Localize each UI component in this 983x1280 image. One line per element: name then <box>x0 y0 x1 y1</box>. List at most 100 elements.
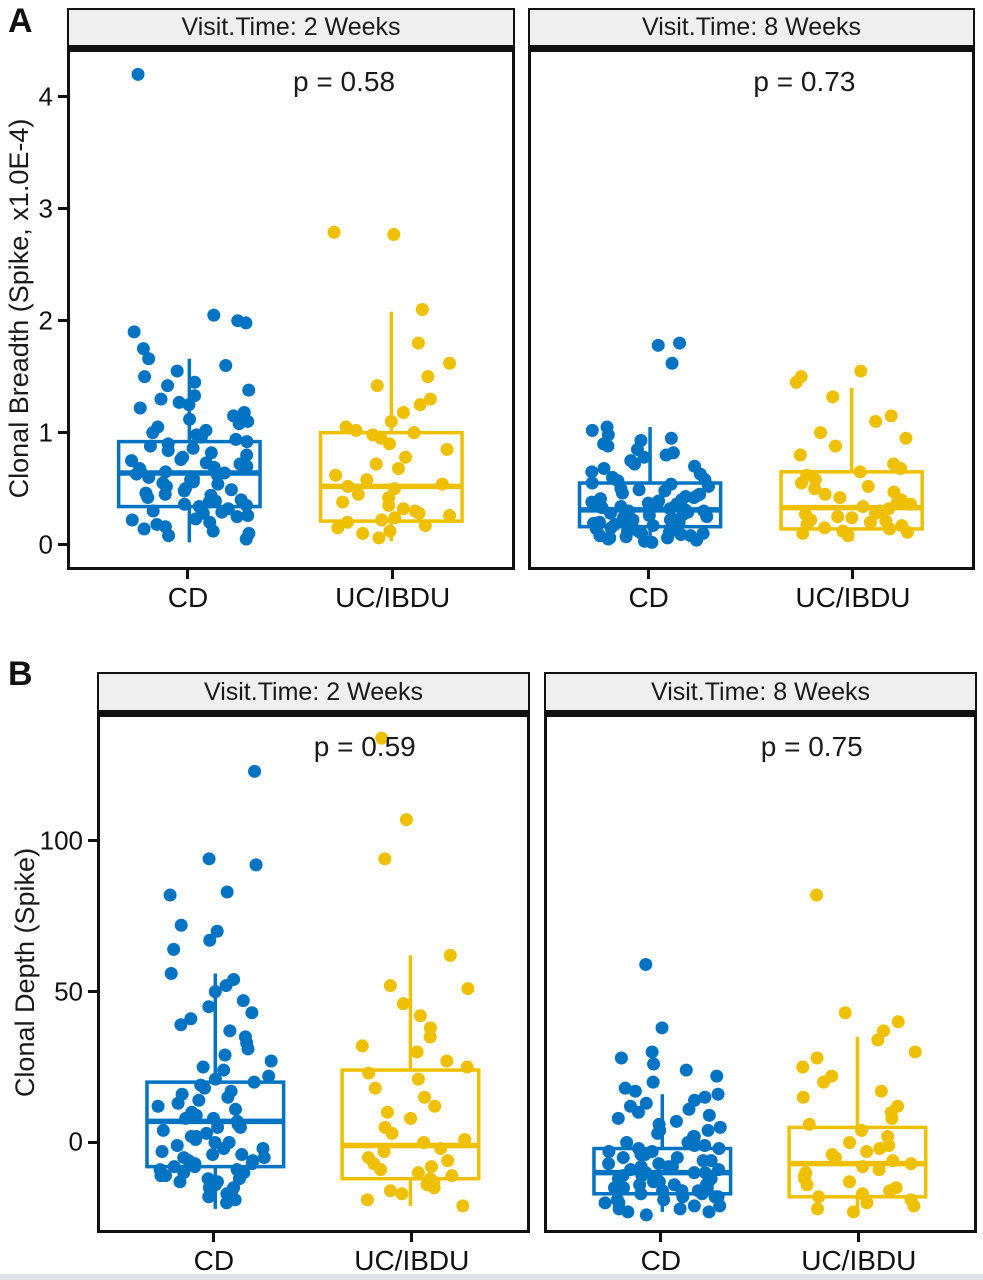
panel-b-facet-2-x-axis: CD UC/IBDU <box>544 1233 977 1279</box>
data-point <box>632 483 646 497</box>
data-point <box>248 764 262 778</box>
data-point <box>199 1126 213 1140</box>
data-point <box>179 1111 193 1125</box>
data-point <box>647 1057 661 1071</box>
data-point <box>413 398 427 412</box>
data-point <box>141 491 155 505</box>
data-point <box>657 1193 671 1207</box>
data-point <box>814 426 828 440</box>
x-tick-label-uc-ibdu: UC/IBDU <box>795 582 911 613</box>
data-point <box>713 1120 727 1134</box>
data-point <box>154 1169 168 1183</box>
data-point <box>173 1175 187 1189</box>
panel-a-facet-1-x-axis: CD UC/IBDU <box>67 570 515 618</box>
data-point <box>884 409 898 423</box>
data-point <box>245 1157 259 1171</box>
data-point <box>616 1151 630 1165</box>
data-point <box>155 1145 169 1159</box>
data-point <box>411 336 425 350</box>
data-point <box>872 1163 886 1177</box>
data-point <box>585 465 599 479</box>
data-point <box>585 476 599 490</box>
data-point <box>196 1060 210 1074</box>
data-point <box>701 1123 715 1137</box>
data-point <box>167 942 181 956</box>
data-point <box>240 459 254 473</box>
y-tick-mark <box>88 839 97 843</box>
data-point <box>660 531 674 545</box>
data-point <box>245 1006 259 1020</box>
page-bottom-band <box>0 1274 983 1280</box>
data-point <box>172 395 186 409</box>
data-point <box>208 985 222 999</box>
data-point <box>127 325 141 339</box>
data-point <box>188 1160 202 1174</box>
data-point <box>673 1202 687 1216</box>
data-point <box>375 731 389 745</box>
data-point <box>174 453 188 467</box>
data-point <box>396 502 410 516</box>
data-point <box>655 1021 669 1035</box>
x-tick-mark <box>659 1233 663 1242</box>
data-point <box>375 513 389 527</box>
y-tick-mark <box>58 431 67 435</box>
panel-a-label: A <box>8 2 33 40</box>
data-point <box>158 487 172 501</box>
data-point <box>161 379 175 393</box>
data-point <box>146 426 160 440</box>
box <box>340 1068 481 1181</box>
data-point <box>372 531 386 545</box>
data-point <box>224 483 238 497</box>
data-point <box>597 461 611 475</box>
data-point <box>883 522 897 536</box>
data-point <box>378 852 392 866</box>
data-point <box>170 364 184 378</box>
data-point <box>156 1123 170 1137</box>
data-point <box>194 430 208 444</box>
data-point <box>461 982 475 996</box>
data-point <box>177 484 191 498</box>
data-point <box>698 1139 712 1153</box>
data-point <box>651 338 665 352</box>
x-tick-mark <box>391 570 395 579</box>
x-tick-label-uc-ibdu: UC/IBDU <box>354 1245 470 1276</box>
data-point <box>208 1072 222 1086</box>
data-point <box>598 1196 612 1210</box>
data-point <box>894 461 908 475</box>
panel-a-facet-2-plot: p = 0.73 <box>528 47 975 570</box>
data-point <box>380 1105 394 1119</box>
data-point <box>264 1054 278 1068</box>
data-point <box>131 67 145 81</box>
data-point <box>639 957 653 971</box>
data-point <box>860 1196 874 1210</box>
data-point <box>331 521 345 535</box>
data-point <box>687 1166 701 1180</box>
data-point <box>247 1075 261 1089</box>
data-point <box>396 406 410 419</box>
data-point <box>192 1093 206 1107</box>
data-point <box>423 392 437 406</box>
data-point <box>698 1090 712 1104</box>
data-point <box>189 512 203 526</box>
data-point <box>184 1012 198 1026</box>
y-tick-label: 0 <box>38 529 53 560</box>
data-point <box>220 1196 234 1210</box>
x-tick-label-uc-ibdu: UC/IBDU <box>335 582 451 613</box>
x-tick-label-cd: CD <box>193 1245 235 1276</box>
data-point <box>407 426 421 440</box>
data-point <box>329 468 343 482</box>
data-point <box>674 528 688 542</box>
data-point <box>369 457 383 471</box>
data-point <box>441 1154 455 1168</box>
data-point <box>327 225 341 239</box>
data-point <box>679 1063 693 1077</box>
data-point <box>218 1048 232 1062</box>
data-point <box>202 852 216 866</box>
panel-a-facet-2-strip: Visit.Time: 8 Weeks <box>528 8 975 47</box>
data-point <box>417 1135 431 1149</box>
data-point <box>421 370 435 384</box>
y-tick-label: 100 <box>39 825 83 856</box>
data-point <box>861 479 875 493</box>
panel-b-facet-1-x-axis: CD UC/IBDU <box>97 1233 530 1279</box>
